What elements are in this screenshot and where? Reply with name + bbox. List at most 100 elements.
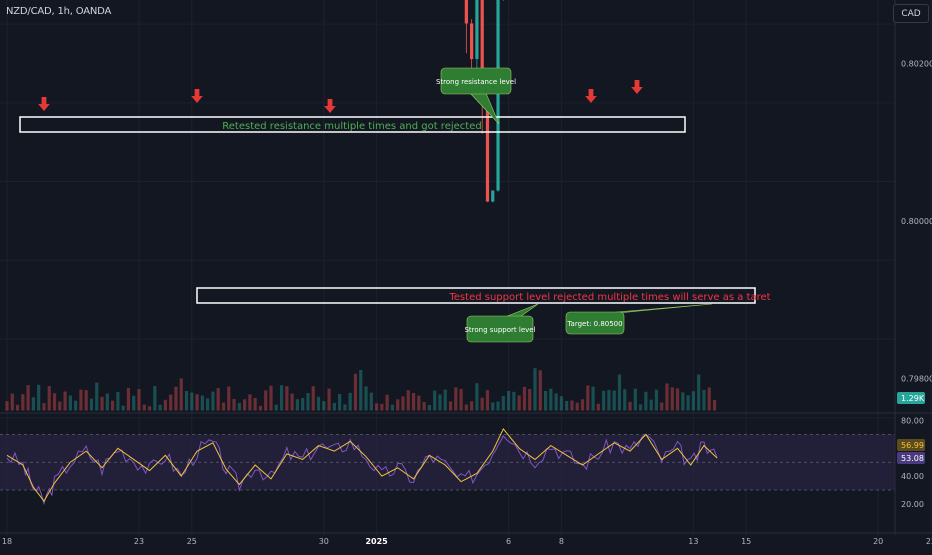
volume-bar	[169, 394, 173, 411]
volume-bar	[147, 406, 152, 411]
callout-target-pointer	[605, 303, 713, 314]
volume-bar	[644, 391, 648, 411]
volume-bar	[311, 386, 315, 411]
volume-bar	[5, 401, 9, 411]
time-tick-label: 23	[134, 537, 144, 546]
volume-bar	[702, 389, 706, 411]
volume-bar	[42, 403, 46, 411]
volume-bar	[501, 396, 505, 411]
volume-bar	[142, 404, 146, 411]
volume-bar	[100, 396, 104, 411]
time-tick-label: 30	[319, 537, 329, 546]
callout-resistance-text: Strong resistance level	[436, 78, 516, 86]
rsi-tick-label: 40.00	[901, 472, 924, 481]
volume-bar	[237, 402, 241, 411]
callout-support-pointer	[504, 303, 539, 318]
volume-bar	[533, 368, 537, 411]
volume-bar	[290, 393, 294, 411]
time-tick-label: 2025	[365, 537, 388, 546]
volume-bar	[274, 404, 278, 411]
currency-button[interactable]: CAD	[893, 4, 929, 23]
volume-bar	[264, 390, 268, 411]
rsi-ma-tag	[897, 439, 925, 451]
volume-bar	[52, 393, 57, 411]
volume-bar	[301, 397, 305, 411]
volume-layer	[5, 368, 717, 411]
volume-bar	[332, 403, 336, 411]
volume-bar	[422, 402, 426, 411]
volume-bar	[607, 389, 611, 411]
volume-bar	[570, 400, 574, 411]
volume-bar	[269, 385, 273, 411]
volume-bar	[580, 399, 585, 411]
volume-bar	[227, 386, 231, 411]
volume-bar	[385, 394, 389, 411]
volume-bar	[417, 395, 421, 411]
price-tick-label: 0.79800	[901, 374, 932, 383]
volume-bar	[322, 401, 326, 411]
volume-bar	[612, 390, 616, 411]
volume-bar	[454, 387, 458, 411]
time-tick-label: 6	[506, 537, 511, 546]
volume-bar	[369, 392, 373, 411]
volume-bar	[433, 390, 437, 411]
volume-bar	[528, 388, 532, 411]
volume-bar	[438, 394, 442, 411]
symbol-label: NZD/CAD, 1h, OANDA	[6, 6, 112, 17]
rejection-arrow-icon	[324, 99, 336, 113]
volume-bar	[681, 392, 685, 411]
volume-bar	[195, 394, 199, 411]
volume-bar	[15, 404, 20, 411]
volume-bar	[485, 390, 490, 411]
time-tick-label: 20	[873, 537, 883, 546]
resistance-zone-box	[19, 116, 686, 133]
volume-bar	[58, 401, 62, 411]
volume-bar	[21, 394, 25, 411]
volume-bar	[158, 404, 162, 411]
rsi-ma-label: 56.99	[901, 441, 924, 450]
volume-bar	[517, 395, 521, 411]
volume-bar	[206, 398, 210, 411]
volume-bar	[37, 384, 41, 411]
volume-tag	[897, 392, 925, 404]
volume-bar	[697, 374, 701, 411]
volume-bar	[258, 405, 263, 411]
volume-bar	[538, 370, 542, 411]
volume-bar	[111, 400, 115, 411]
volume-bar	[491, 402, 495, 411]
time-tick-label: 8	[559, 537, 564, 546]
volume-bar	[427, 405, 431, 411]
candle-body	[485, 103, 490, 202]
volume-bar	[628, 401, 632, 411]
time-tick-label: 15	[741, 537, 751, 546]
candles-layer	[464, 0, 504, 203]
volume-bar	[691, 391, 695, 411]
volume-bar	[380, 403, 384, 411]
candle-body	[464, 0, 468, 24]
volume-bar	[480, 397, 484, 411]
volume-bar	[475, 383, 479, 411]
volume-bar	[559, 396, 563, 411]
volume-bar	[459, 388, 463, 411]
volume-bar	[137, 389, 141, 411]
volume-bar	[353, 373, 358, 411]
volume-bar	[586, 385, 590, 411]
volume-bar	[31, 397, 35, 411]
volume-bar	[95, 382, 99, 411]
callout-target-text: Target: 0.80500	[566, 320, 622, 328]
volume-bar	[211, 391, 215, 411]
time-tick-label: 18	[2, 537, 12, 546]
volume-bar	[68, 395, 72, 411]
rsi-value-tag	[897, 452, 925, 464]
resistance-zone-label: Retested resistance multiple times and g…	[222, 121, 481, 132]
volume-bar	[184, 391, 189, 411]
volume-bar	[153, 386, 157, 411]
volume-bar	[554, 393, 558, 411]
volume-bar	[295, 399, 299, 411]
volume-bar	[596, 403, 600, 411]
support-zone-box	[196, 287, 756, 304]
volume-bar	[496, 401, 500, 411]
volume-bar	[74, 400, 78, 411]
